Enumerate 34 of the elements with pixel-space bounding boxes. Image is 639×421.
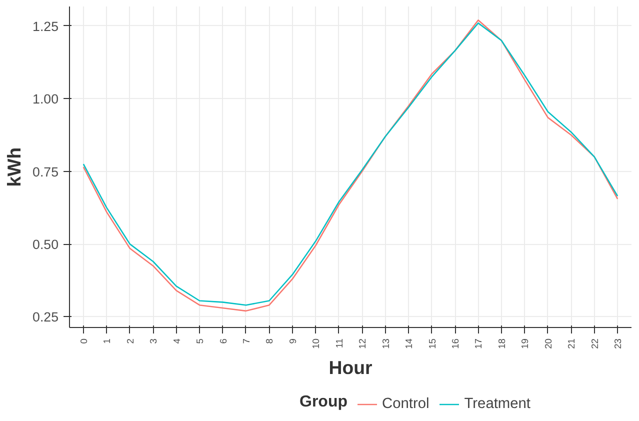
x-tick-label: 11 [334,338,344,348]
x-tick-label: 5 [195,338,206,344]
y-tick-label: 1.25 [32,18,59,34]
x-tick-label: 13 [380,338,391,349]
legend-title: Group [300,394,348,410]
x-tick-label: 2 [125,338,136,344]
x-tick-label: 16 [450,338,461,349]
x-tick-label: 22 [590,338,600,349]
y-tick-label: 0.50 [32,237,59,252]
legend-label: Treatment [464,396,530,412]
x-tick-label: 17 [474,338,484,349]
x-tick-label: 0 [78,338,89,344]
x-tick-label: 20 [543,338,554,349]
x-tick-label: 3 [148,338,159,344]
x-axis-title: Hour [328,356,372,378]
x-tick-label: 6 [218,338,228,344]
x-tick-label: 23 [613,338,624,349]
x-tick-label: 8 [264,338,275,344]
x-tick-label: 7 [241,338,252,344]
y-tick-label: 0.75 [32,164,59,180]
x-tick-label: 9 [288,338,298,344]
x-tick-label: 1 [102,338,112,344]
x-tick-label: 4 [172,338,182,344]
x-tick-label: 18 [496,338,507,349]
x-tick-label: 19 [520,338,530,349]
x-tick-label: 14 [404,338,414,349]
legend-label: Control [382,396,430,412]
x-tick-label: 12 [358,338,368,349]
x-tick-label: 21 [566,338,577,349]
y-axis-title: kWh [4,147,25,187]
x-tick-label: 10 [311,338,322,349]
y-tick-label: 0.25 [32,310,59,325]
x-tick-label: 15 [427,338,438,349]
y-tick-label: 1.00 [32,92,59,107]
